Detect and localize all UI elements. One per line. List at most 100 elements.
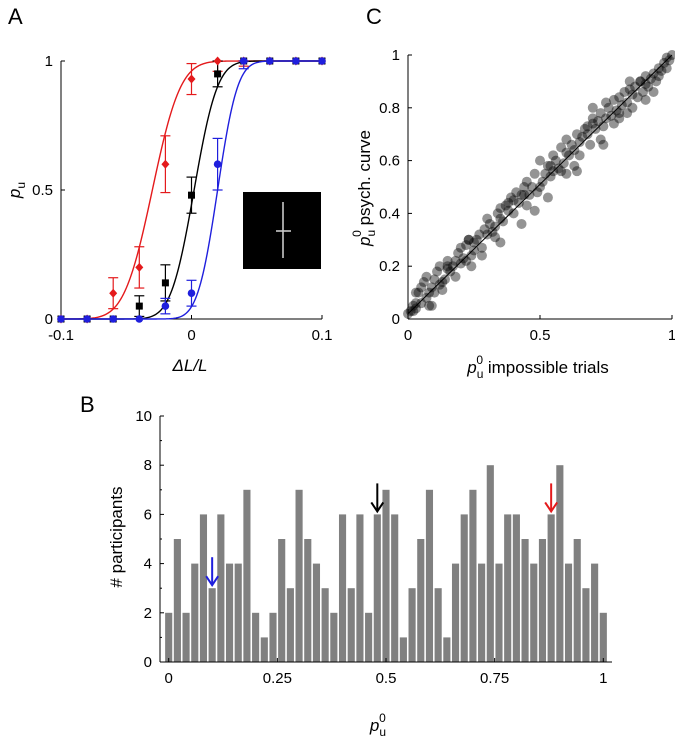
scatter-point <box>450 255 461 266</box>
histogram-bar <box>495 563 503 662</box>
scatter-point <box>490 232 501 243</box>
panel-c-y-tick-label: 0.4 <box>379 205 400 222</box>
histogram-bar <box>504 514 512 662</box>
scatter-point <box>651 76 662 87</box>
scatter-point <box>476 250 487 261</box>
panel-b-bars <box>165 465 607 662</box>
panel-c-x-label: pu0 impossible trials <box>466 353 609 381</box>
panel-b-y-tick-label: 8 <box>144 457 152 474</box>
panel-b-y-tick-label: 0 <box>144 654 152 671</box>
scatter-point <box>410 303 421 314</box>
scatter-point <box>495 237 506 248</box>
scatter-point <box>627 89 638 100</box>
data-point-red <box>161 159 170 169</box>
histogram-bar <box>217 514 225 662</box>
scatter-point <box>505 192 516 203</box>
histogram-bar <box>425 489 434 662</box>
data-point-blue <box>187 289 196 298</box>
histogram-bar <box>260 637 268 662</box>
scatter-point <box>640 79 651 90</box>
data-point-blue <box>161 302 170 310</box>
scatter-point <box>661 52 672 63</box>
scatter-point <box>442 261 453 272</box>
panel-c-scatter-chart: 0 0.5 1 0 0.2 0.4 0.6 0.8 1 pu0 impossible trial… <box>350 47 675 381</box>
scatter-point <box>474 229 485 240</box>
scatter-point <box>548 150 559 161</box>
histogram-bar <box>582 588 590 662</box>
scatter-point <box>463 234 474 245</box>
scatter-point <box>461 240 472 251</box>
scatter-point <box>410 287 421 298</box>
scatter-point <box>500 200 511 211</box>
histogram-bar <box>312 563 321 662</box>
scatter-point <box>519 182 530 192</box>
highlight-arrow-head <box>544 501 558 514</box>
panel-c-y-tick-label: 0.8 <box>379 100 400 117</box>
histogram-bar <box>434 588 442 662</box>
scatter-point <box>416 298 427 309</box>
panel-c-y-tick-label: 0 <box>392 311 400 328</box>
scatter-point <box>664 55 675 66</box>
panel-c-data-points <box>403 50 675 319</box>
data-point-blue <box>239 57 248 65</box>
scatter-point <box>471 234 482 245</box>
scatter-point <box>653 71 664 82</box>
scatter-point <box>614 108 625 119</box>
panel-a-error-bars <box>108 60 249 318</box>
scatter-point <box>466 250 477 261</box>
scatter-point <box>442 263 453 274</box>
histogram-bar <box>408 588 416 662</box>
scatter-point <box>535 155 545 166</box>
histogram-bar <box>547 514 555 662</box>
scatter-point <box>561 168 572 179</box>
scatter-point <box>463 234 474 245</box>
histogram-bar <box>278 539 286 662</box>
scatter-point <box>450 271 461 282</box>
histogram-bar <box>356 514 364 662</box>
data-point-blue <box>135 315 144 323</box>
histogram-bar <box>451 563 460 662</box>
scatter-point <box>469 245 479 256</box>
scatter-point <box>582 129 593 140</box>
scatter-point <box>601 113 611 124</box>
histogram-bar <box>417 539 425 662</box>
scatter-point <box>426 300 437 311</box>
scatter-point <box>608 94 619 105</box>
histogram-bar <box>199 514 208 662</box>
scatter-point <box>569 160 580 171</box>
scatter-point <box>429 274 440 285</box>
scatter-point <box>484 218 495 229</box>
panel-a-y-label: pu <box>5 182 28 199</box>
histogram-bar <box>365 612 373 662</box>
scatter-point <box>476 242 487 253</box>
panel-b-y-tick-label: 10 <box>135 408 152 425</box>
histogram-bar <box>538 539 547 662</box>
histogram-bar <box>173 539 181 662</box>
histogram-bar <box>573 539 581 662</box>
scatter-point <box>442 255 453 266</box>
scatter-point <box>516 218 527 229</box>
panel-label-c: C <box>366 4 382 29</box>
scatter-point <box>535 182 545 192</box>
scatter-point <box>614 92 625 103</box>
panel-c-fit-line <box>407 54 673 315</box>
data-point-black <box>214 70 222 78</box>
panel-a-psychometric-chart: -0.1 0 0.100.51 ΔL/L pu <box>5 53 332 375</box>
scatter-point <box>421 271 432 282</box>
scatter-point <box>635 76 646 87</box>
scatter-point <box>413 287 424 298</box>
panel-b-y-tick-label: 6 <box>144 506 152 523</box>
histogram-bar <box>338 514 347 662</box>
data-point-blue <box>109 315 117 323</box>
scatter-point <box>426 282 437 293</box>
panel-b-x-tick-label: 0.5 <box>376 670 397 687</box>
identity-fit-line <box>407 54 673 315</box>
panel-c-x-tick-label: 1 <box>668 327 675 344</box>
scatter-point <box>503 197 514 208</box>
panel-label-b: B <box>80 392 95 417</box>
panel-b-x-label: pu0 <box>369 711 386 739</box>
scatter-point <box>595 134 606 145</box>
scatter-point <box>598 139 609 150</box>
data-point-blue <box>292 57 300 65</box>
panel-b-y-tick-label: 2 <box>144 605 152 622</box>
